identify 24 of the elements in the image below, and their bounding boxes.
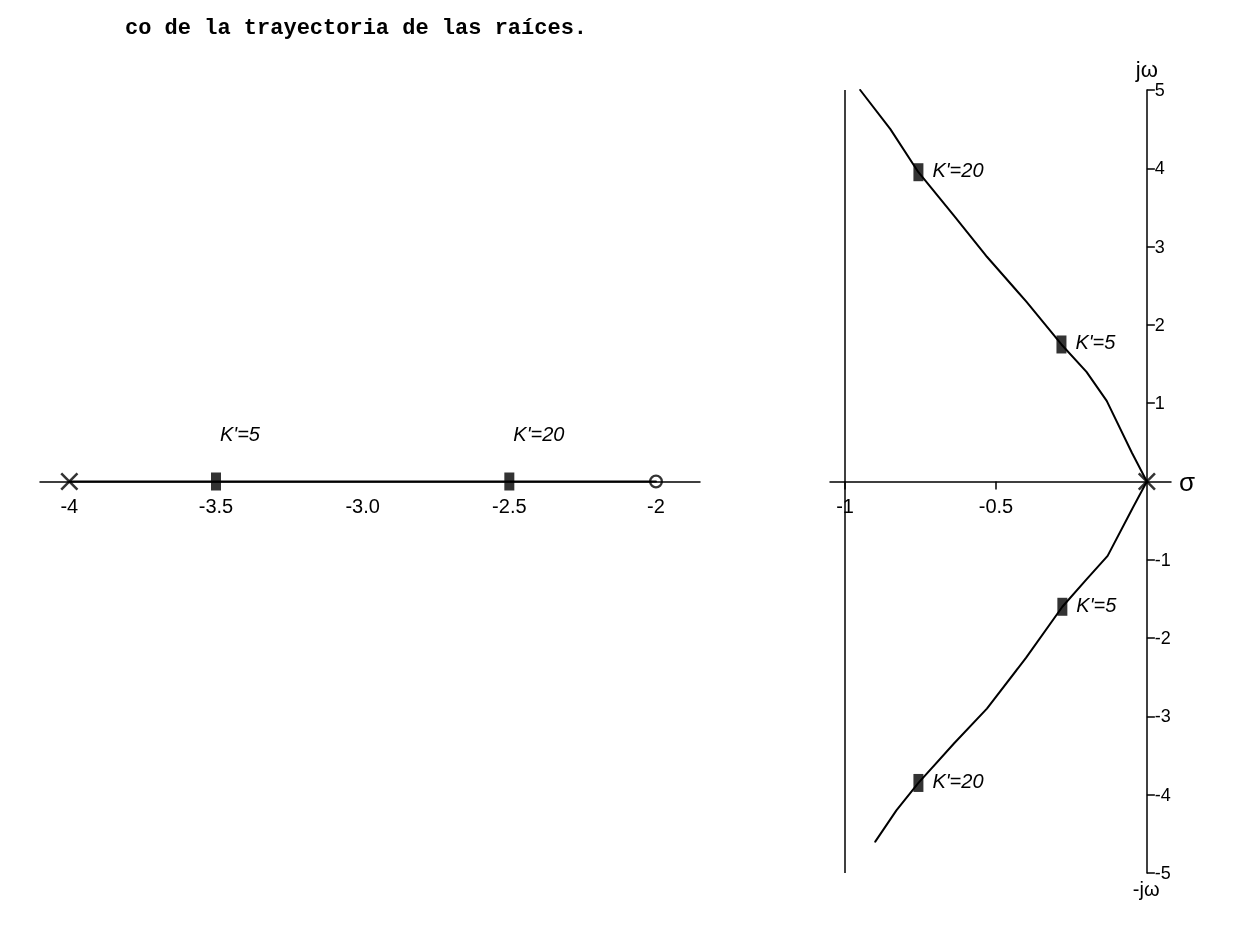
x-tick-label: -2.5 bbox=[492, 494, 527, 517]
x-tick-label: -2 bbox=[647, 494, 665, 517]
y-tick-label: 1 bbox=[1154, 393, 1165, 414]
y-tick-label: -4 bbox=[1154, 784, 1171, 805]
y-tick-label: 3 bbox=[1154, 236, 1165, 257]
y-tick-label: 5 bbox=[1154, 80, 1165, 100]
annotation: K'=20 bbox=[932, 769, 984, 792]
y-axis-title: jω bbox=[1134, 56, 1158, 82]
x-tick-label: -0.5 bbox=[978, 494, 1014, 517]
x-axis-title: σ bbox=[1179, 466, 1196, 497]
y-tick-label: -1 bbox=[1154, 549, 1171, 570]
annotation: K'=20 bbox=[513, 422, 565, 445]
x-tick-label: -4 bbox=[60, 494, 79, 517]
annotation: K'=20 bbox=[932, 159, 984, 182]
chart-title: co de la trayectoria de las raíces. bbox=[125, 15, 588, 41]
y-tick-label: -2 bbox=[1154, 628, 1171, 649]
annotation: K'=5 bbox=[1075, 331, 1117, 354]
annotation: K'=5 bbox=[1076, 593, 1118, 616]
y-tick-label: 2 bbox=[1154, 314, 1165, 335]
annotation: K'=5 bbox=[220, 422, 261, 445]
x-tick-label: -3.5 bbox=[198, 494, 234, 517]
x-tick-label: -3.0 bbox=[345, 494, 380, 517]
y-tick-label: 4 bbox=[1154, 158, 1165, 179]
y-tick-label: -3 bbox=[1154, 706, 1171, 727]
